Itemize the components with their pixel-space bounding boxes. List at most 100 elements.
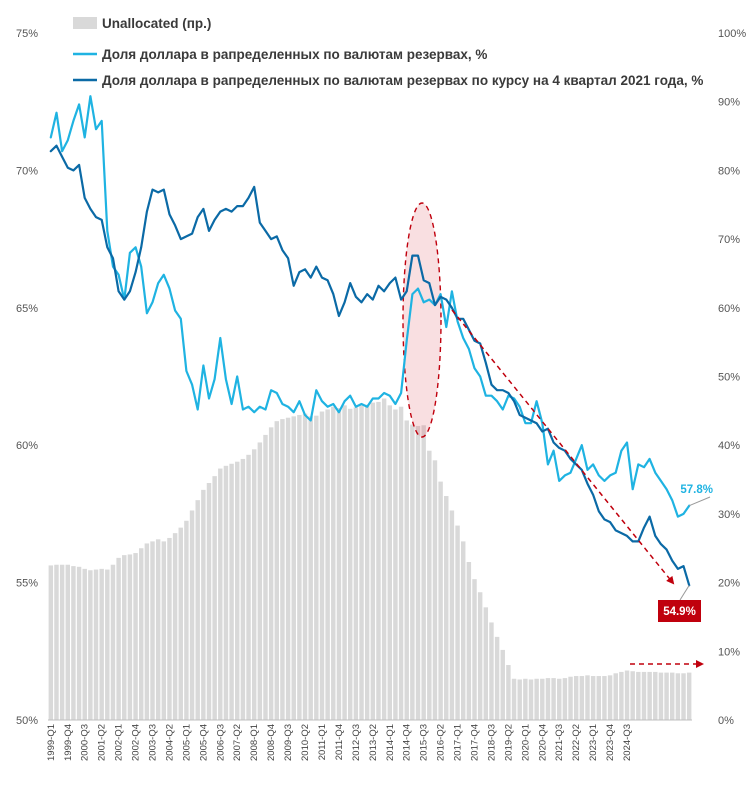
- bar: [167, 537, 172, 720]
- x-tick: 2005-Q4: [198, 724, 209, 761]
- x-tick-label: 2000-Q3: [80, 724, 91, 761]
- x-tick-label: 2012-Q3: [351, 724, 362, 761]
- x-tick: 2020-Q1: [520, 724, 531, 761]
- bar: [398, 406, 404, 720]
- x-tick: 2002-Q1: [114, 724, 125, 761]
- bar: [619, 671, 624, 720]
- end-label-current: 57.8%: [680, 484, 713, 496]
- bar: [218, 468, 223, 720]
- legend-label-bars: Unallocated (пр.): [102, 16, 211, 31]
- x-tick-label: 2011-Q1: [317, 724, 328, 760]
- x-tick-label: 2006-Q3: [215, 724, 226, 761]
- bar: [489, 622, 494, 720]
- bar: [596, 676, 602, 720]
- bar: [268, 427, 274, 720]
- bar: [658, 672, 664, 720]
- x-tick: 2014-Q1: [385, 724, 396, 761]
- bar: [336, 408, 342, 720]
- x-tick: 2012-Q3: [351, 724, 362, 761]
- line-constant: [49, 144, 691, 587]
- x-tick-label: 2008-Q1: [249, 724, 260, 761]
- bar: [59, 564, 65, 720]
- right-tick-label: 30%: [718, 509, 740, 521]
- bar: [325, 409, 330, 720]
- bar: [562, 678, 568, 720]
- x-tick: 2000-Q3: [80, 724, 91, 761]
- bar: [675, 673, 681, 720]
- x-tick: 2005-Q1: [181, 724, 192, 761]
- x-tick-label: 2008-Q4: [266, 724, 277, 761]
- bar: [71, 566, 76, 720]
- x-tick-label: 2011-Q4: [334, 724, 345, 760]
- right-tick-label: 0%: [718, 715, 734, 727]
- bar: [54, 564, 59, 720]
- bar: [178, 527, 183, 720]
- bar: [93, 569, 99, 720]
- x-tick: 2011-Q1: [317, 724, 328, 760]
- x-tick: 2004-Q2: [165, 724, 176, 761]
- x-tick-label: 2023-Q1: [588, 724, 599, 761]
- x-tick-label: 2014-Q4: [402, 724, 413, 761]
- bar: [653, 671, 658, 720]
- bar: [364, 404, 370, 720]
- x-tick-label: 2001-Q2: [97, 724, 108, 761]
- x-tick: 2006-Q3: [215, 724, 226, 761]
- bar: [110, 564, 116, 720]
- bar: [212, 476, 217, 720]
- x-tick: 2016-Q2: [436, 724, 447, 761]
- x-tick: 2014-Q4: [402, 724, 413, 761]
- bar: [172, 533, 178, 720]
- bar: [483, 607, 489, 720]
- bar: [302, 413, 308, 720]
- x-tick-label: 2004-Q2: [165, 724, 176, 761]
- bar: [376, 401, 381, 720]
- right-tick-label: 100%: [718, 28, 746, 40]
- bars-layer: [48, 398, 692, 720]
- bar: [579, 676, 585, 720]
- x-tick: 2002-Q4: [131, 724, 142, 761]
- left-tick-label: 55%: [16, 578, 38, 590]
- left-axis: 50% 55% 60% 65% 70% 75%: [16, 28, 38, 727]
- bar: [280, 419, 285, 720]
- bar: [161, 541, 167, 720]
- bar: [421, 425, 426, 720]
- bar: [88, 570, 93, 720]
- bar: [494, 636, 500, 720]
- bar: [201, 489, 206, 720]
- bar: [291, 416, 296, 720]
- bar: [122, 555, 127, 720]
- bar: [506, 665, 511, 720]
- x-tick-label: 2002-Q4: [131, 724, 142, 761]
- bar: [144, 543, 150, 720]
- x-tick: 2009-Q3: [283, 724, 294, 761]
- x-tick-label: 2005-Q4: [198, 724, 209, 761]
- x-tick-label: 2019-Q2: [503, 724, 514, 761]
- bar: [636, 671, 641, 720]
- bar: [415, 425, 421, 720]
- bar: [557, 678, 562, 720]
- bar: [681, 673, 686, 720]
- bar: [184, 520, 189, 720]
- x-tick-label: 2005-Q1: [181, 724, 192, 761]
- x-tick: 1999-Q1: [46, 724, 57, 761]
- right-tick-label: 40%: [718, 440, 740, 452]
- x-tick: 2024-Q3: [622, 724, 633, 761]
- bar: [150, 541, 155, 720]
- bar: [155, 539, 161, 720]
- leader-current: [689, 496, 711, 507]
- bar: [602, 676, 607, 720]
- bar: [314, 415, 319, 720]
- bar: [585, 675, 590, 720]
- x-tick-label: 2009-Q3: [283, 724, 294, 761]
- bar: [370, 402, 376, 720]
- legend-label-constant: Доля доллара в рапределенных по валютам …: [102, 73, 703, 88]
- bar: [472, 579, 477, 720]
- right-tick-label: 20%: [718, 578, 740, 590]
- lines-layer: [49, 95, 691, 587]
- bar: [624, 670, 630, 720]
- line-current: [49, 95, 691, 518]
- x-tick: 2011-Q4: [334, 724, 345, 760]
- bar: [387, 405, 392, 720]
- bar: [116, 557, 121, 720]
